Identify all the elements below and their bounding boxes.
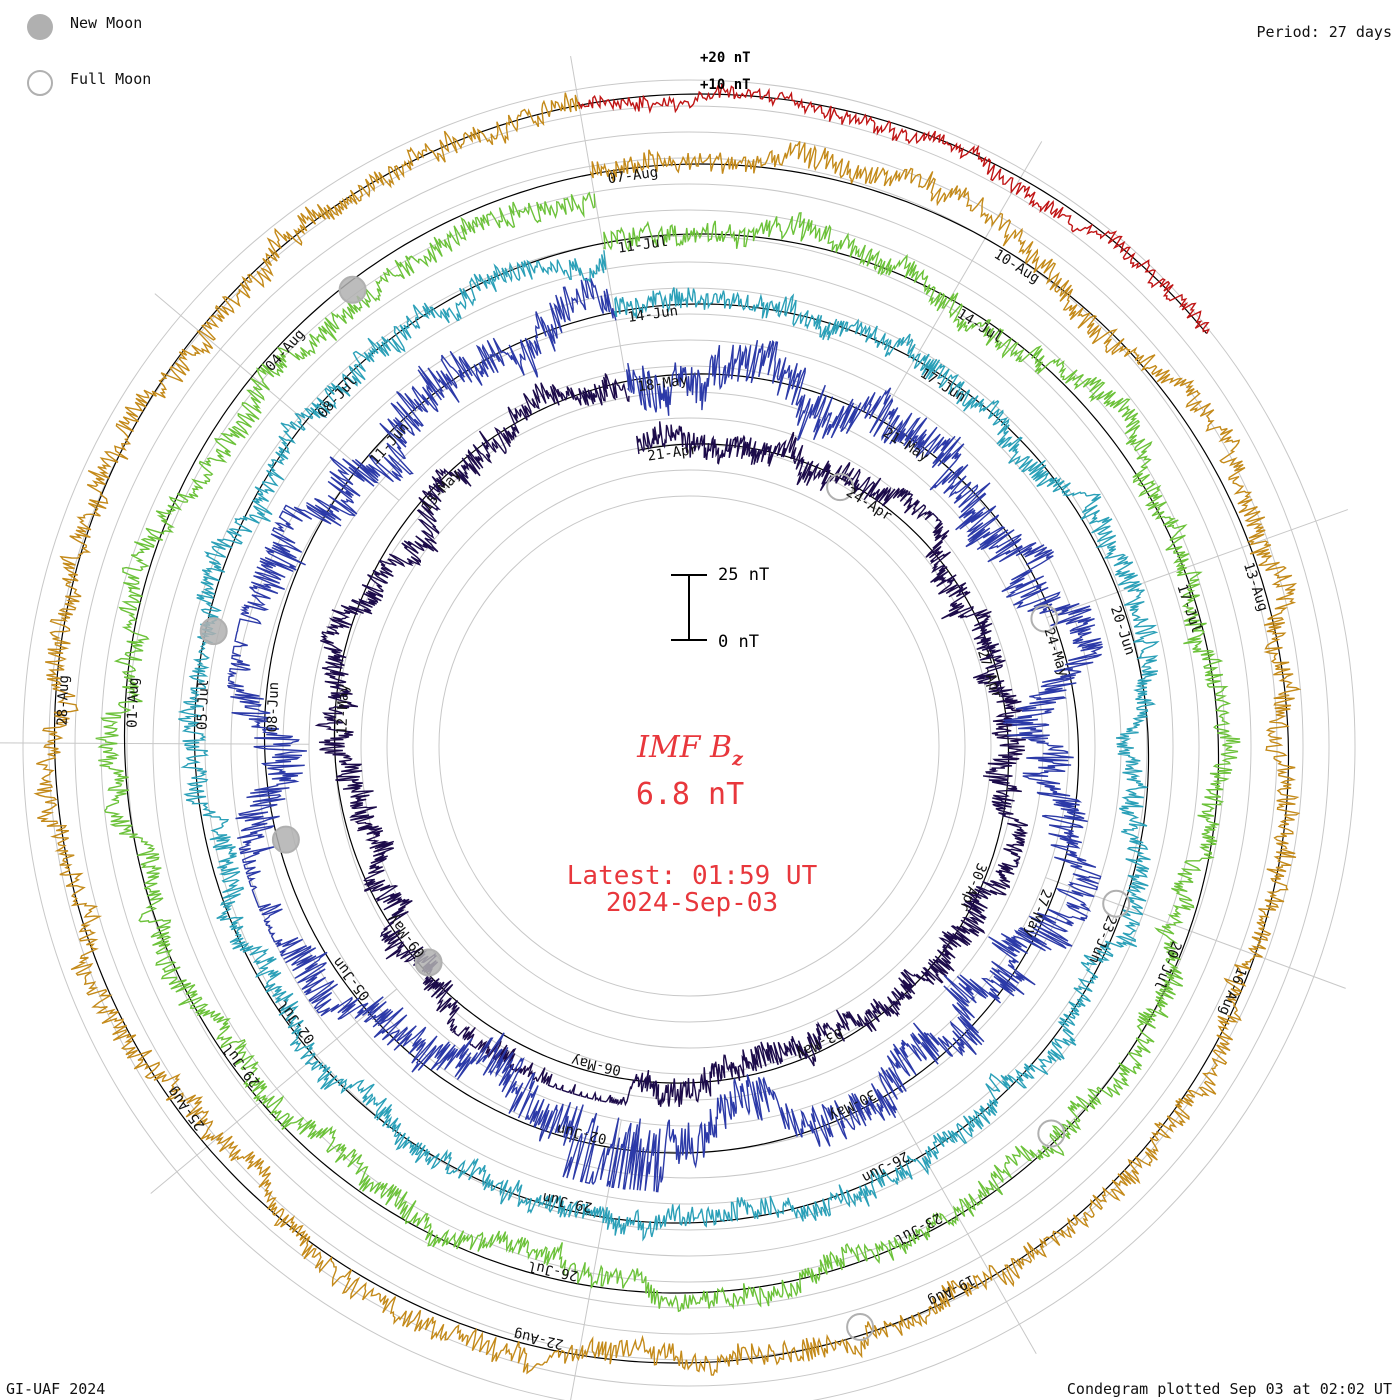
- date-label: 12-May: [334, 684, 352, 735]
- date-label: 08-Jun: [265, 682, 283, 733]
- date-label: 05-Jul: [195, 679, 213, 730]
- new-moon-marker: [271, 825, 300, 854]
- bz-trace-3: [95, 191, 1241, 1313]
- date-label: 30-Apr: [956, 861, 990, 914]
- baseline-spiral: [578, 93, 1208, 334]
- plot-timestamp: Condegram plotted Sep 03 at 02:02 UT: [1066, 1380, 1392, 1398]
- bz-trace-2: [177, 250, 1160, 1242]
- bz-trace-0: [314, 373, 1029, 1108]
- date-label: 29-Jun: [541, 1189, 594, 1215]
- latest-time: Latest: 01:59 UT: [567, 861, 818, 891]
- reference-rings: [53, 93, 1290, 1364]
- date-label: 19-Aug: [925, 1271, 977, 1309]
- date-label: 06-May: [570, 1052, 623, 1078]
- full-moon-label: Full Moon: [70, 70, 152, 88]
- grid-ring: [74, 131, 1304, 1361]
- grid-spoke: [0, 742, 310, 745]
- grid-spoke: [1046, 509, 1349, 619]
- date-label: 17-Jul: [1173, 582, 1204, 635]
- bz-traces: [33, 83, 1302, 1376]
- full-moon-marker: [826, 473, 855, 502]
- grid-spoke: [877, 1075, 1037, 1355]
- full-moon-marker: [1102, 889, 1131, 918]
- date-label: 21-Apr: [647, 442, 699, 465]
- grid-spoke: [150, 988, 398, 1194]
- date-label: 24-May: [1040, 626, 1071, 679]
- grid-ring: [126, 183, 1252, 1309]
- ring-label-20nt: +20 nT: [700, 50, 751, 66]
- date-label: 07-Aug: [607, 164, 659, 187]
- date-label: 11-Jul: [617, 234, 669, 257]
- grid-ring: [178, 235, 1200, 1257]
- grid-spoke: [1045, 877, 1346, 989]
- scale-bottom-label: 0 nT: [718, 632, 759, 652]
- new-moon-label: New Moon: [70, 14, 143, 32]
- ring-label-10nt: +10 nT: [700, 77, 751, 93]
- new-moon-marker: [338, 275, 367, 304]
- bz-value: 6.8 nT: [636, 777, 744, 812]
- credit-label: GI-UAF 2024: [6, 1380, 106, 1398]
- date-label: 26-Jul: [527, 1257, 580, 1283]
- moon-markers: [199, 275, 1131, 1341]
- grid-ring: [438, 495, 940, 997]
- grid-ring: [204, 261, 1174, 1231]
- date-label: 23-Jul: [892, 1209, 944, 1247]
- date-label: 14-Jun: [627, 303, 679, 326]
- baseline-spiral: [123, 173, 1220, 1294]
- grid-ring: [22, 79, 1356, 1400]
- date-label: 02-Jun: [555, 1120, 608, 1146]
- bz-trace-1: [226, 277, 1104, 1193]
- scale-top-label: 25 nT: [718, 565, 769, 585]
- scale-bar: [671, 574, 707, 641]
- grid-ring: [412, 469, 966, 1023]
- latest-date: 2024-Sep-03: [606, 888, 778, 918]
- new-moon-marker: [199, 617, 228, 646]
- date-label: 01-Aug: [125, 677, 143, 728]
- period-label: Period: 27 days: [1256, 23, 1392, 41]
- bz-trace-4: [33, 92, 1302, 1376]
- date-label: 20-Jun: [1107, 604, 1138, 657]
- quantity-label: IMF Bz: [636, 730, 744, 770]
- baseline-spiral: [333, 380, 1010, 1084]
- baseline-spiral: [263, 311, 1080, 1154]
- date-label: 18-May: [637, 372, 689, 395]
- date-label: 13-Aug: [1240, 560, 1271, 613]
- new-moon-icon: [27, 14, 53, 40]
- bz-trace-5: [577, 83, 1210, 334]
- date-label: 23-Jun: [1086, 913, 1120, 966]
- full-moon-icon: [27, 70, 53, 96]
- grid-spoke: [880, 141, 1043, 419]
- full-moon-marker: [846, 1313, 875, 1341]
- full-moon-marker: [1030, 604, 1059, 633]
- full-moon-marker: [1037, 1119, 1066, 1148]
- date-label: 16-Aug: [1216, 965, 1250, 1018]
- date-label: 28-Aug: [55, 675, 73, 726]
- new-moon-marker: [414, 948, 443, 977]
